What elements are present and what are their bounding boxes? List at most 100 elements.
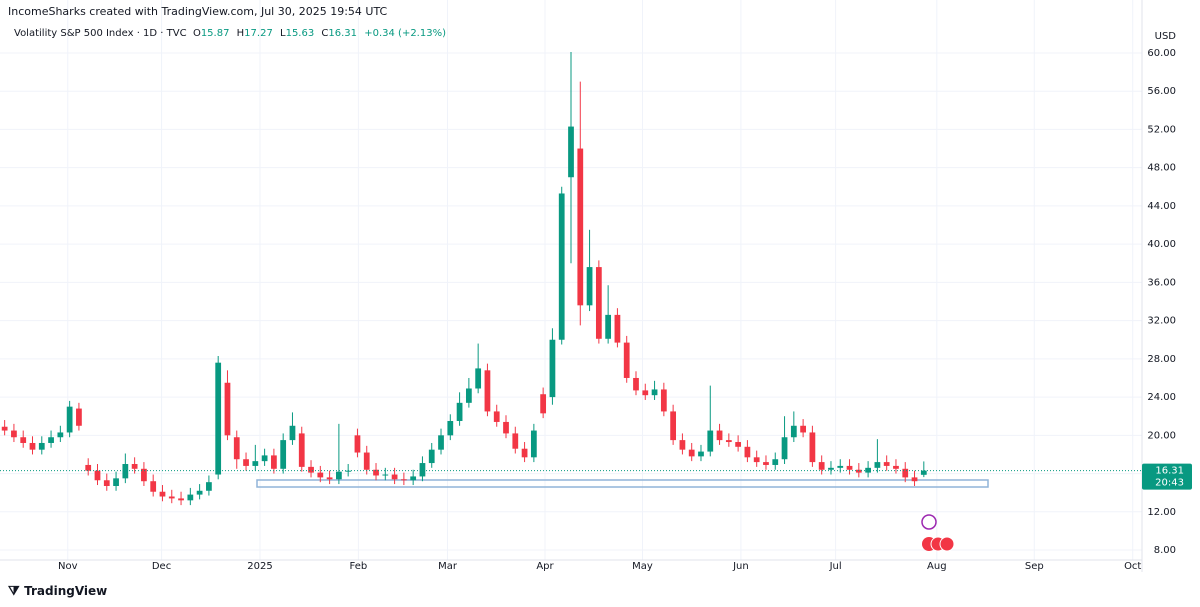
y-tick-label: 24.00 [1147, 392, 1176, 403]
candle-body [400, 479, 407, 481]
candle-body [670, 411, 677, 441]
candle-body [1, 426, 8, 431]
candle-body [595, 267, 602, 339]
candle-body [716, 430, 723, 441]
candle-body [846, 465, 853, 470]
candle-body [893, 465, 899, 469]
candle-body [261, 455, 268, 462]
y-tick-label: 40.00 [1147, 239, 1176, 250]
candle-body [336, 471, 342, 480]
candle-body [660, 389, 667, 412]
y-tick-label: 32.00 [1147, 316, 1176, 327]
candle-body [113, 478, 119, 486]
candle-body [753, 457, 760, 463]
y-tick-label: 44.00 [1147, 201, 1176, 212]
candle-body [855, 469, 862, 473]
candle-body [76, 408, 82, 426]
candle-body [419, 463, 426, 477]
candle-body [178, 498, 184, 501]
candle-body [809, 432, 816, 463]
candle-body [131, 464, 138, 469]
candle-body [48, 437, 54, 443]
y-tick-label: 36.00 [1147, 277, 1176, 288]
x-tick-label: Jun [732, 561, 749, 572]
candle-body [85, 464, 92, 471]
candle-body [837, 465, 844, 468]
candle-body [818, 462, 825, 470]
candle-body [298, 433, 305, 467]
candle-body [605, 314, 612, 339]
candle-body [363, 452, 370, 470]
candle-body [763, 462, 769, 465]
candle-body [735, 442, 742, 447]
candle-body [438, 435, 444, 450]
y-tick-label: 28.00 [1147, 354, 1176, 365]
candle-body [902, 468, 909, 478]
x-tick-label: Sep [1025, 561, 1044, 572]
candle-body [11, 430, 17, 438]
candle-body [252, 461, 259, 466]
support-zone [256, 479, 989, 488]
candle-body [428, 449, 435, 464]
logo: ⧩ TradingView [8, 584, 108, 599]
y-tick-label: 60.00 [1147, 48, 1176, 59]
currency: USD [1155, 31, 1177, 42]
logo-text: TradingView [24, 584, 108, 598]
candle-body [614, 314, 621, 343]
candle-body [920, 470, 927, 475]
candle-body [465, 388, 472, 403]
candle-body [373, 469, 379, 476]
candle-body [707, 430, 714, 452]
candle-body [187, 494, 194, 501]
candle-body [828, 467, 834, 470]
candle-body [280, 440, 287, 469]
candle-body [698, 451, 704, 457]
symbol: Volatility S&P 500 Index · 1D · TVC [14, 28, 187, 39]
x-tick-label: 2025 [247, 561, 272, 572]
candle-body [874, 462, 881, 468]
candle-body [224, 382, 231, 436]
x-tick-label: Aug [927, 561, 947, 572]
y-tick-label: 52.00 [1147, 124, 1176, 135]
candle-body [623, 342, 630, 378]
legend-change: +0.34 (+2.13%) [364, 28, 446, 39]
candle-body [159, 491, 166, 497]
candle-body [521, 448, 528, 458]
candle-body [447, 420, 454, 436]
candle-body [308, 466, 314, 473]
candle-body [317, 472, 324, 478]
candle-body [781, 437, 788, 460]
legend-label: C [321, 28, 329, 39]
y-tick-label: 20.00 [1147, 430, 1176, 441]
y-tick-label: 8.00 [1154, 545, 1176, 556]
candle-body [800, 425, 806, 433]
legend-label: H [236, 28, 245, 39]
candle-body [206, 482, 212, 491]
candle-body [512, 433, 519, 449]
candle-body [484, 370, 491, 412]
y-tick-label: 56.00 [1147, 86, 1176, 97]
header: IncomeSharks created with TradingView.co… [8, 5, 388, 18]
candle-body [911, 477, 918, 482]
candle-body [29, 442, 36, 450]
candle-body [289, 425, 296, 441]
candle-body [503, 421, 509, 434]
candle-body [725, 440, 732, 443]
candle-body [271, 455, 277, 469]
candle-body [679, 440, 686, 450]
candle-body [326, 477, 333, 480]
candle-body [215, 362, 222, 475]
candle-body [540, 394, 547, 414]
candle-body [345, 470, 352, 472]
candle-body [577, 148, 584, 306]
y-tick-label: 48.00 [1147, 163, 1176, 174]
event-icon[interactable] [921, 514, 937, 530]
candle-body [772, 459, 779, 465]
candle-body [410, 476, 417, 481]
event-icons [921, 514, 955, 552]
candle-body [141, 468, 147, 482]
candle-body [790, 425, 797, 438]
legend-value: 17.27 [244, 28, 273, 39]
event-icon[interactable] [939, 536, 955, 552]
